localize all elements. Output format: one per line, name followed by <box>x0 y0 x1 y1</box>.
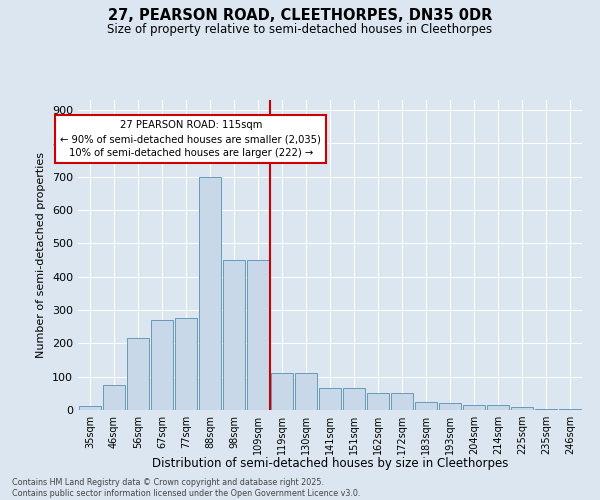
Bar <box>439 404 461 410</box>
Bar <box>271 374 293 410</box>
Bar <box>415 402 437 410</box>
Bar <box>535 409 557 410</box>
Bar <box>343 388 365 410</box>
Bar <box>487 405 509 410</box>
Bar <box>367 394 389 410</box>
Text: Contains HM Land Registry data © Crown copyright and database right 2025.
Contai: Contains HM Land Registry data © Crown c… <box>12 478 361 498</box>
Bar <box>103 385 125 410</box>
Bar <box>319 388 341 410</box>
Bar <box>247 260 269 410</box>
Bar <box>151 320 173 410</box>
Text: 27, PEARSON ROAD, CLEETHORPES, DN35 0DR: 27, PEARSON ROAD, CLEETHORPES, DN35 0DR <box>108 8 492 22</box>
Bar <box>463 405 485 410</box>
Bar <box>127 338 149 410</box>
Bar <box>295 374 317 410</box>
Bar <box>391 394 413 410</box>
Bar <box>223 260 245 410</box>
Text: Size of property relative to semi-detached houses in Cleethorpes: Size of property relative to semi-detach… <box>107 22 493 36</box>
Text: Distribution of semi-detached houses by size in Cleethorpes: Distribution of semi-detached houses by … <box>152 458 508 470</box>
Bar <box>79 406 101 410</box>
Text: 27 PEARSON ROAD: 115sqm
← 90% of semi-detached houses are smaller (2,035)
10% of: 27 PEARSON ROAD: 115sqm ← 90% of semi-de… <box>61 120 321 158</box>
Y-axis label: Number of semi-detached properties: Number of semi-detached properties <box>37 152 46 358</box>
Bar <box>199 176 221 410</box>
Bar <box>175 318 197 410</box>
Bar <box>511 406 533 410</box>
